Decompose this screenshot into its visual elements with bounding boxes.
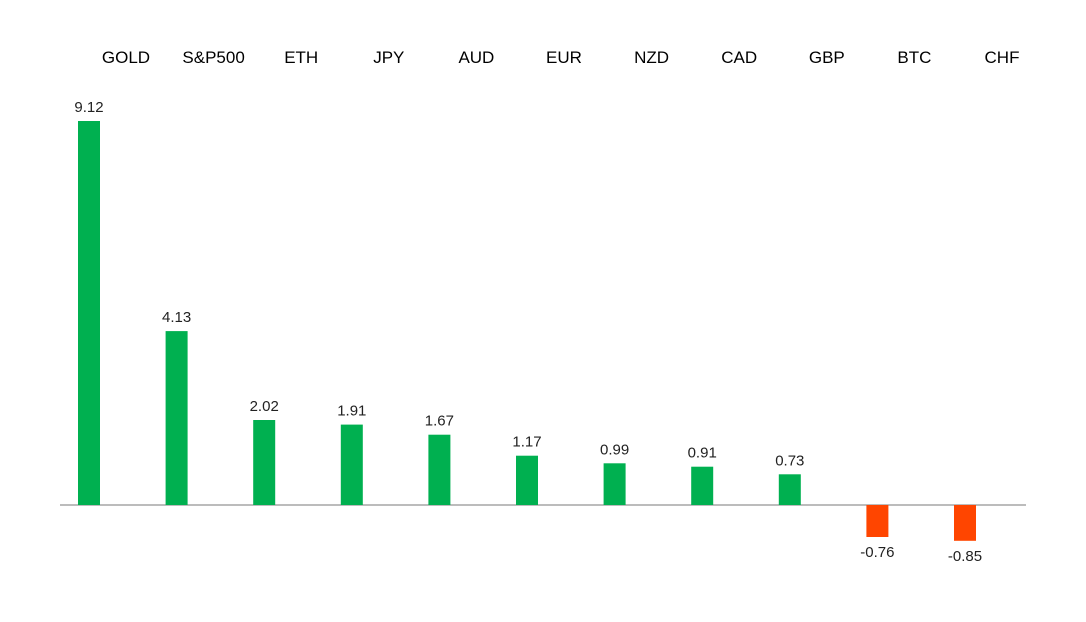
bar-btc — [866, 505, 889, 537]
value-label-btc: -0.76 — [860, 544, 894, 561]
bar-eur — [516, 455, 538, 505]
category-label-chf: CHF — [985, 48, 1020, 67]
category-label-cad: CAD — [721, 48, 757, 67]
value-label-aud: 1.67 — [425, 413, 454, 430]
bar-eth — [253, 420, 276, 505]
category-label-btc: BTC — [897, 48, 931, 67]
category-label-gbp: GBP — [809, 48, 845, 67]
value-label-eth: 2.02 — [250, 398, 279, 415]
value-label-gbp: 0.73 — [775, 452, 804, 469]
value-label-jpy: 1.91 — [337, 403, 366, 420]
value-label-gold: 9.12 — [74, 99, 103, 116]
category-labels-group: GOLD S&P500 ETH JPY AUD EUR NZD CAD GBP BTC CHF — [102, 48, 1020, 67]
value-label-nzd: 0.99 — [600, 441, 629, 458]
bar-nzd — [603, 463, 626, 505]
bar-cad — [691, 466, 714, 505]
bar-gbp — [778, 474, 801, 505]
value-label-cad: 0.91 — [688, 445, 717, 462]
value-label-sandp500: 4.13 — [162, 309, 191, 326]
bar-jpy — [340, 424, 363, 505]
bar-aud — [428, 434, 451, 505]
category-label-nzd: NZD — [634, 48, 669, 67]
bar-sandp500 — [165, 331, 188, 505]
value-labels-group: 9.12 4.13 2.02 1.91 1.67 1.17 0.99 0.91 0.73 -0.7… — [74, 99, 982, 565]
bar-gold — [78, 121, 100, 505]
category-label-sandp500: S&P500 — [182, 48, 244, 67]
category-label-aud: AUD — [458, 48, 494, 67]
category-label-jpy: JPY — [373, 48, 404, 67]
value-label-chf: -0.85 — [948, 548, 982, 565]
bar-chf — [954, 505, 976, 541]
bars-group — [78, 121, 976, 541]
value-label-eur: 1.17 — [512, 434, 541, 451]
category-label-gold: GOLD — [102, 48, 150, 67]
category-label-eur: EUR — [546, 48, 582, 67]
category-label-eth: ETH — [284, 48, 318, 67]
